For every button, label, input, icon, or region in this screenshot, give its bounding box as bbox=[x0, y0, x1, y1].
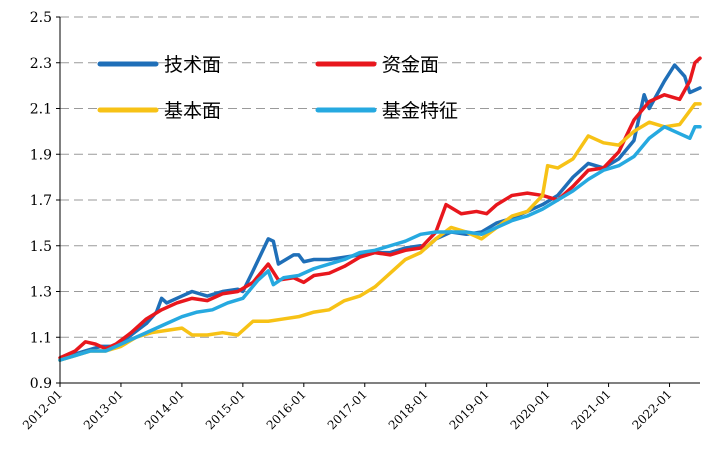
x-tick-label: 2018-01 bbox=[386, 387, 431, 432]
x-tick-label: 2012-01 bbox=[20, 387, 65, 432]
y-tick-label: 0.9 bbox=[30, 376, 52, 392]
x-tick-label: 2022-01 bbox=[629, 387, 674, 432]
x-tick-label: 2016-01 bbox=[264, 387, 309, 432]
x-tick-label: 2021-01 bbox=[569, 387, 614, 432]
x-tick-label: 2015-01 bbox=[203, 387, 248, 432]
x-tick-label: 2017-01 bbox=[325, 387, 370, 432]
series-line bbox=[58, 125, 702, 362]
series-lines bbox=[58, 56, 702, 362]
x-tick-labels: 2012-01 2013-01 2014-01 2015-01 2016-01 2017-… bbox=[20, 383, 675, 432]
y-tick-label: 1.3 bbox=[30, 285, 52, 301]
grid-lines bbox=[60, 16, 700, 338]
legend-label: 资金面 bbox=[382, 54, 439, 76]
y-tick-labels: 0.9 1.1 1.3 1.5 1.7 1.9 2.1 2.3 2.5 bbox=[30, 10, 60, 392]
legend-label: 技术面 bbox=[164, 54, 221, 76]
x-tick-label: 2020-01 bbox=[508, 387, 553, 432]
x-tick-label: 2014-01 bbox=[142, 387, 187, 432]
y-tick-label: 2.5 bbox=[30, 10, 52, 26]
y-tick-label: 2.3 bbox=[30, 56, 52, 72]
x-tick-label: 2019-01 bbox=[447, 387, 492, 432]
y-tick-label: 2.1 bbox=[30, 102, 52, 118]
x-tick-label: 2013-01 bbox=[81, 387, 126, 432]
series-line bbox=[58, 102, 702, 362]
y-tick-label: 1.9 bbox=[30, 147, 52, 163]
y-tick-label: 1.7 bbox=[30, 193, 52, 209]
y-tick-label: 1.5 bbox=[30, 239, 52, 255]
y-tick-label: 1.1 bbox=[30, 330, 52, 346]
legend-label: 基本面 bbox=[164, 100, 221, 122]
legend-label: 基金特征 bbox=[382, 100, 458, 122]
series-line bbox=[58, 56, 702, 360]
